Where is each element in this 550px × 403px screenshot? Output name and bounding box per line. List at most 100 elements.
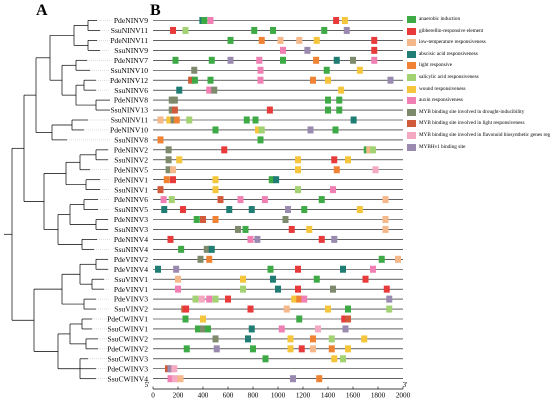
cis-element-anaerobic <box>301 206 308 214</box>
cis-element-light <box>258 36 265 44</box>
cis-element-wound <box>200 315 206 323</box>
gene-label: PdeNINV7 <box>114 56 148 65</box>
cis-element-myb_drought <box>200 325 206 333</box>
legend-swatch <box>407 39 416 47</box>
cis-element-myb_light <box>217 196 224 204</box>
gene-label: PdeCWINV2 <box>107 344 148 353</box>
gene-label: SsuNINV4 <box>114 245 148 254</box>
cis-element-gibberellin <box>295 265 301 273</box>
cis-element-myb_drought <box>235 225 241 233</box>
axis-tick-label: 1800 <box>371 392 386 400</box>
gene-label: SsuNINV6 <box>114 86 148 95</box>
cis-element-aba <box>275 285 281 293</box>
cis-element-gibberellin <box>225 295 231 303</box>
cis-element-wound <box>361 335 368 343</box>
cis-element-lowtemp <box>382 216 389 223</box>
legend-label: light responsive <box>419 62 452 69</box>
cis-element-light <box>313 56 320 64</box>
cis-element-gibberellin <box>371 36 378 44</box>
gene-label: SsuNINV2 <box>114 155 148 164</box>
cis-element-light <box>310 76 316 84</box>
cis-element-myb_drought <box>165 146 172 154</box>
axis-tick-label: 1200 <box>296 392 311 400</box>
cis-element-aba <box>226 206 233 214</box>
cis-element-myb_flav <box>198 295 205 303</box>
phylogenetic-tree <box>4 20 110 380</box>
cis-element-anaerobic <box>313 275 320 283</box>
cis-element-wound <box>295 156 301 164</box>
legend-item-salicylic: salicylic acid responsiveness <box>407 73 550 86</box>
legend-swatch <box>407 27 416 35</box>
gene-label: PdeVINV1 <box>114 285 148 294</box>
axis-tick-label: 0 <box>151 392 155 400</box>
gene-label: SsuNINV11 <box>111 116 148 125</box>
cis-element-light <box>296 295 303 303</box>
cis-element-mybhv1 <box>342 325 349 333</box>
cis-element-anaerobic <box>296 315 303 323</box>
cis-element-anaerobic <box>178 245 185 253</box>
gene-label: SsuNINV3 <box>114 225 148 234</box>
cis-element-anaerobic <box>267 265 274 273</box>
cis-element-light <box>333 166 340 174</box>
cis-element-wound <box>331 355 338 363</box>
axis-tick-label: 1000 <box>271 392 286 400</box>
cis-element-light <box>328 345 335 353</box>
cis-element-aba <box>270 275 276 283</box>
cis-element-myb_drought <box>168 106 175 114</box>
cis-element-aba <box>340 265 346 273</box>
cis-element-aba <box>161 206 168 214</box>
gene-label: SsuNINV13 <box>110 106 148 115</box>
cis-element-wound <box>356 206 363 214</box>
cis-element-wound <box>313 36 320 44</box>
cis-element-salicylic <box>212 295 219 303</box>
gene-label: PdeCWINV1 <box>107 315 148 324</box>
legend-swatch <box>407 73 416 81</box>
gene-label: PdeNINV11 <box>110 36 148 45</box>
legend-label: abscisic acid responsiveness <box>419 50 478 57</box>
cis-element-myb_drought <box>165 156 172 164</box>
cis-element-myb_drought <box>203 245 210 253</box>
cis-element-wound <box>356 66 363 74</box>
cis-element-myb_light <box>188 76 195 84</box>
cis-element-myb_drought <box>350 56 356 64</box>
cis-element-light <box>173 116 180 124</box>
cis-element-myb_drought <box>211 86 218 94</box>
cis-element-salicylic <box>192 295 199 303</box>
gene-label: SsuVINV1 <box>114 275 148 284</box>
cis-element-gibberellin <box>180 206 186 214</box>
legend-swatch <box>407 131 416 139</box>
legend-label: salicylic acid responsiveness <box>419 73 479 80</box>
legend-swatch <box>407 143 416 151</box>
cis-element-salicylic <box>182 26 189 34</box>
cis-element-anaerobic <box>208 56 215 64</box>
cis-element-auxin <box>175 285 181 293</box>
cis-element-wound <box>306 225 313 233</box>
axis-right-end-label: 3' <box>403 381 408 389</box>
cis-element-anaerobic <box>345 305 351 313</box>
cis-element-salicylic <box>370 146 376 154</box>
cis-element-salicylic <box>295 186 301 194</box>
cis-element-light <box>163 176 170 184</box>
legend-label: MYB binding site involved in light respo… <box>419 120 525 127</box>
cis-element-wound <box>287 345 294 353</box>
axis-tick-label: 400 <box>198 392 209 400</box>
position-axis: 0 200 400 600 800 1000 1200 1400 1600 1800 2000 5' 3… <box>145 381 411 400</box>
cis-element-auxin <box>371 56 378 64</box>
cis-element-lowtemp <box>157 116 164 124</box>
cis-element-wound <box>176 156 183 164</box>
gene-label: PdeNINV8 <box>114 96 148 105</box>
cis-element-salicylic <box>340 355 346 363</box>
legend-item-myb_light: MYB binding site involved in light respo… <box>407 120 550 132</box>
cis-element-auxin <box>280 46 286 54</box>
cis-element-lowtemp <box>175 275 181 283</box>
cis-element-mybhv1 <box>343 26 350 34</box>
legend-item-anaerobic: anaerobic induction <box>407 16 550 28</box>
cis-element-auxin <box>278 325 285 333</box>
legend-item-myb_drought: MYB binding site involved in drought-ind… <box>407 108 550 121</box>
cis-element-anaerobic <box>227 36 234 44</box>
cis-element-wound <box>338 86 345 94</box>
axis-tick-label: 600 <box>223 392 234 400</box>
panel-label-b: B <box>150 2 161 19</box>
legend-item-gibberellin: gibberellin-responsive element <box>407 27 550 40</box>
gene-label: SsuVINV2 <box>114 305 148 314</box>
